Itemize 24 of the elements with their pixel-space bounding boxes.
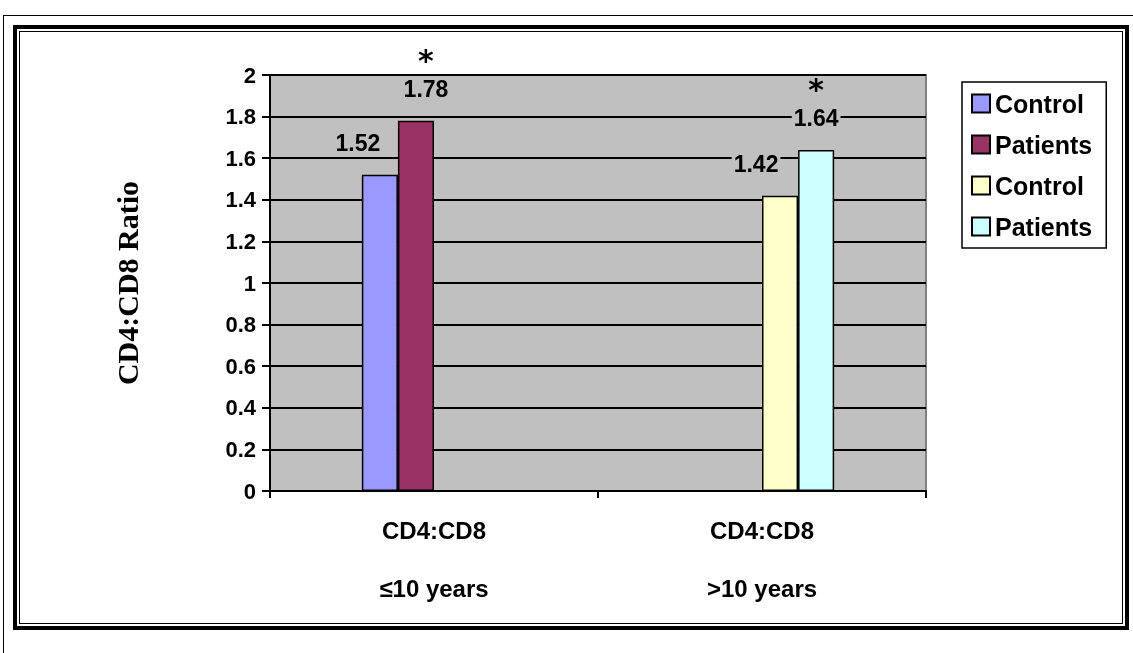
y-tick-label: 0.6 [225,353,256,379]
y-tick-label: 0.8 [225,312,256,338]
y-tick-label: 1.6 [225,145,256,171]
y-tick-label: 1.4 [225,187,257,213]
data-label: 1.78 [403,76,449,103]
category-label: CD4:CD8 ≤10 years [379,516,489,602]
category-label: CD4:CD8 >10 years [706,516,818,602]
legend-label: Patients [995,130,1093,159]
data-label: 1.42 [733,151,779,178]
y-tick-label: 0 [243,478,256,504]
annotation: * [418,43,435,79]
y-tick-label: 1.2 [225,228,256,254]
legend-label: Patients [995,212,1093,241]
y-tick-label: 0.2 [225,436,256,462]
annotation: * [808,72,825,108]
data-label: 1.52 [335,130,381,157]
y-tick-label: 0.4 [225,395,257,421]
y-tick-label: 1 [243,270,256,296]
legend-label: Control [995,89,1084,118]
y-axis-title: CD4:CD8 Ratio [110,180,144,386]
legend-label: Control [995,171,1084,200]
data-label: 1.64 [793,105,839,132]
y-tick-label: 1.8 [225,104,256,130]
y-tick-label: 2 [243,62,256,88]
